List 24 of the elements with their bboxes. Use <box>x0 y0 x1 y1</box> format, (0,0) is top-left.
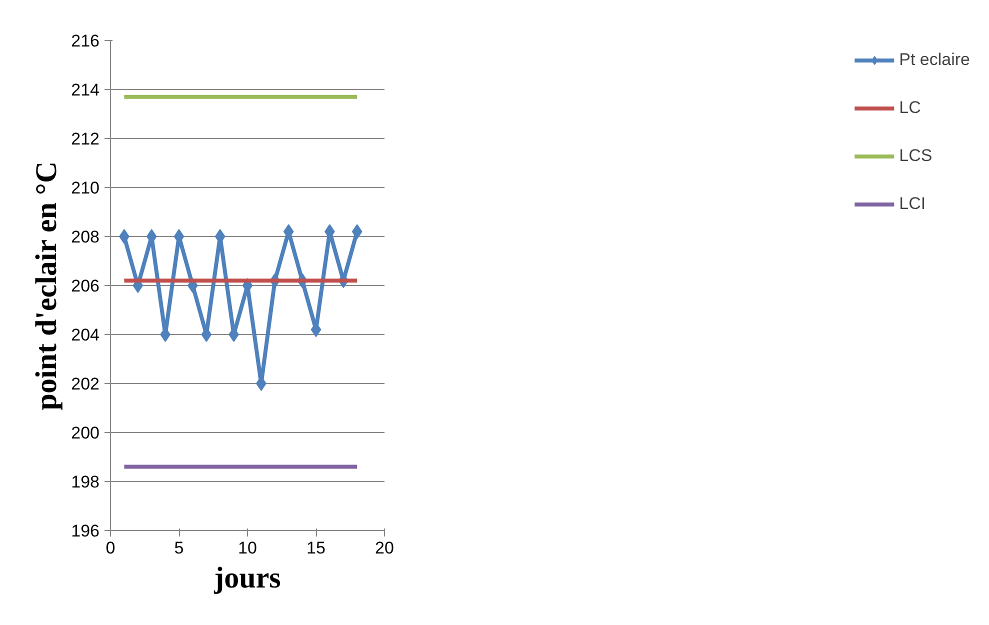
y-axis-title: point d'eclair en °C <box>30 161 64 410</box>
x-tick-label: 15 <box>306 538 326 558</box>
legend-label: Pt eclaire <box>899 50 970 70</box>
y-tick-label: 204 <box>71 326 100 344</box>
x-axis-title: jours <box>213 562 281 594</box>
y-tick-label: 214 <box>71 80 100 100</box>
x-tick-label: 20 <box>375 538 394 558</box>
point <box>352 224 362 240</box>
y-tick-label: 210 <box>71 178 100 198</box>
y-tick-label: 212 <box>71 130 100 148</box>
y-tick-label: 208 <box>71 228 100 246</box>
x-tick-label: 10 <box>238 538 257 558</box>
y-tick-label: 206 <box>71 276 100 296</box>
y-tick-label: 216 <box>71 32 100 50</box>
y-tick-label: 202 <box>71 374 100 394</box>
y-tick-label: 196 <box>71 522 100 540</box>
legend-label: LC <box>899 98 921 118</box>
legend-label: LCI <box>899 194 926 214</box>
x-tick-label: 5 <box>174 538 184 558</box>
legend-label: LCS <box>899 146 932 166</box>
point <box>119 229 130 244</box>
y-tick-label: 200 <box>71 424 100 442</box>
x-tick-label: 0 <box>106 538 116 558</box>
y-tick-label: 198 <box>71 472 100 492</box>
